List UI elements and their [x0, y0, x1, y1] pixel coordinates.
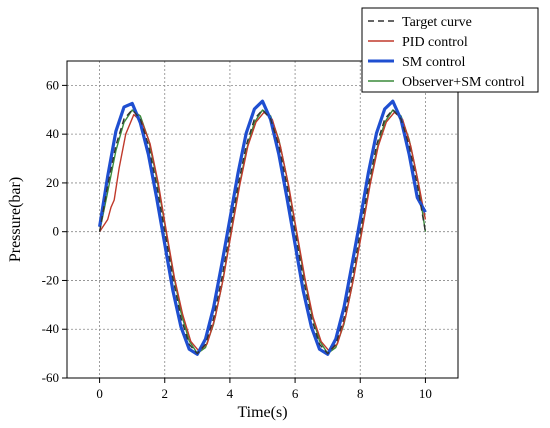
legend-label: PID control	[402, 35, 468, 50]
x-tick-label: 8	[357, 386, 364, 401]
series-lines	[98, 99, 427, 356]
y-tick-label: 40	[46, 126, 59, 141]
y-tick-label: 20	[46, 175, 59, 190]
legend-label: SM control	[402, 55, 466, 70]
x-axis-label: Time(s)	[237, 404, 287, 421]
y-tick-label: 0	[53, 224, 60, 239]
x-tick-label: 0	[96, 386, 103, 401]
grid-lines	[67, 61, 458, 378]
y-tick-label: -20	[42, 272, 59, 287]
axis-ticks: 0 2 4 6 8 10 -60 -40 -20 0 20 40 60	[42, 77, 432, 401]
legend-label: Observer+SM control	[402, 75, 525, 90]
series-line-3	[98, 99, 427, 356]
series-line-1	[98, 109, 427, 355]
y-tick-label: 60	[46, 77, 59, 92]
y-tick-label: -60	[42, 370, 59, 385]
legend: Target curve PID control SM control Observe…	[361, 7, 539, 93]
y-axis-label: Pressure(bar)	[7, 177, 24, 262]
x-tick-label: 10	[419, 386, 432, 401]
x-tick-label: 2	[162, 386, 169, 401]
x-tick-label: 4	[227, 386, 234, 401]
plot-frame	[66, 60, 459, 379]
y-tick-label: -40	[42, 321, 59, 336]
legend-box	[361, 7, 539, 93]
x-tick-label: 6	[292, 386, 299, 401]
legend-label: Target curve	[402, 15, 472, 30]
